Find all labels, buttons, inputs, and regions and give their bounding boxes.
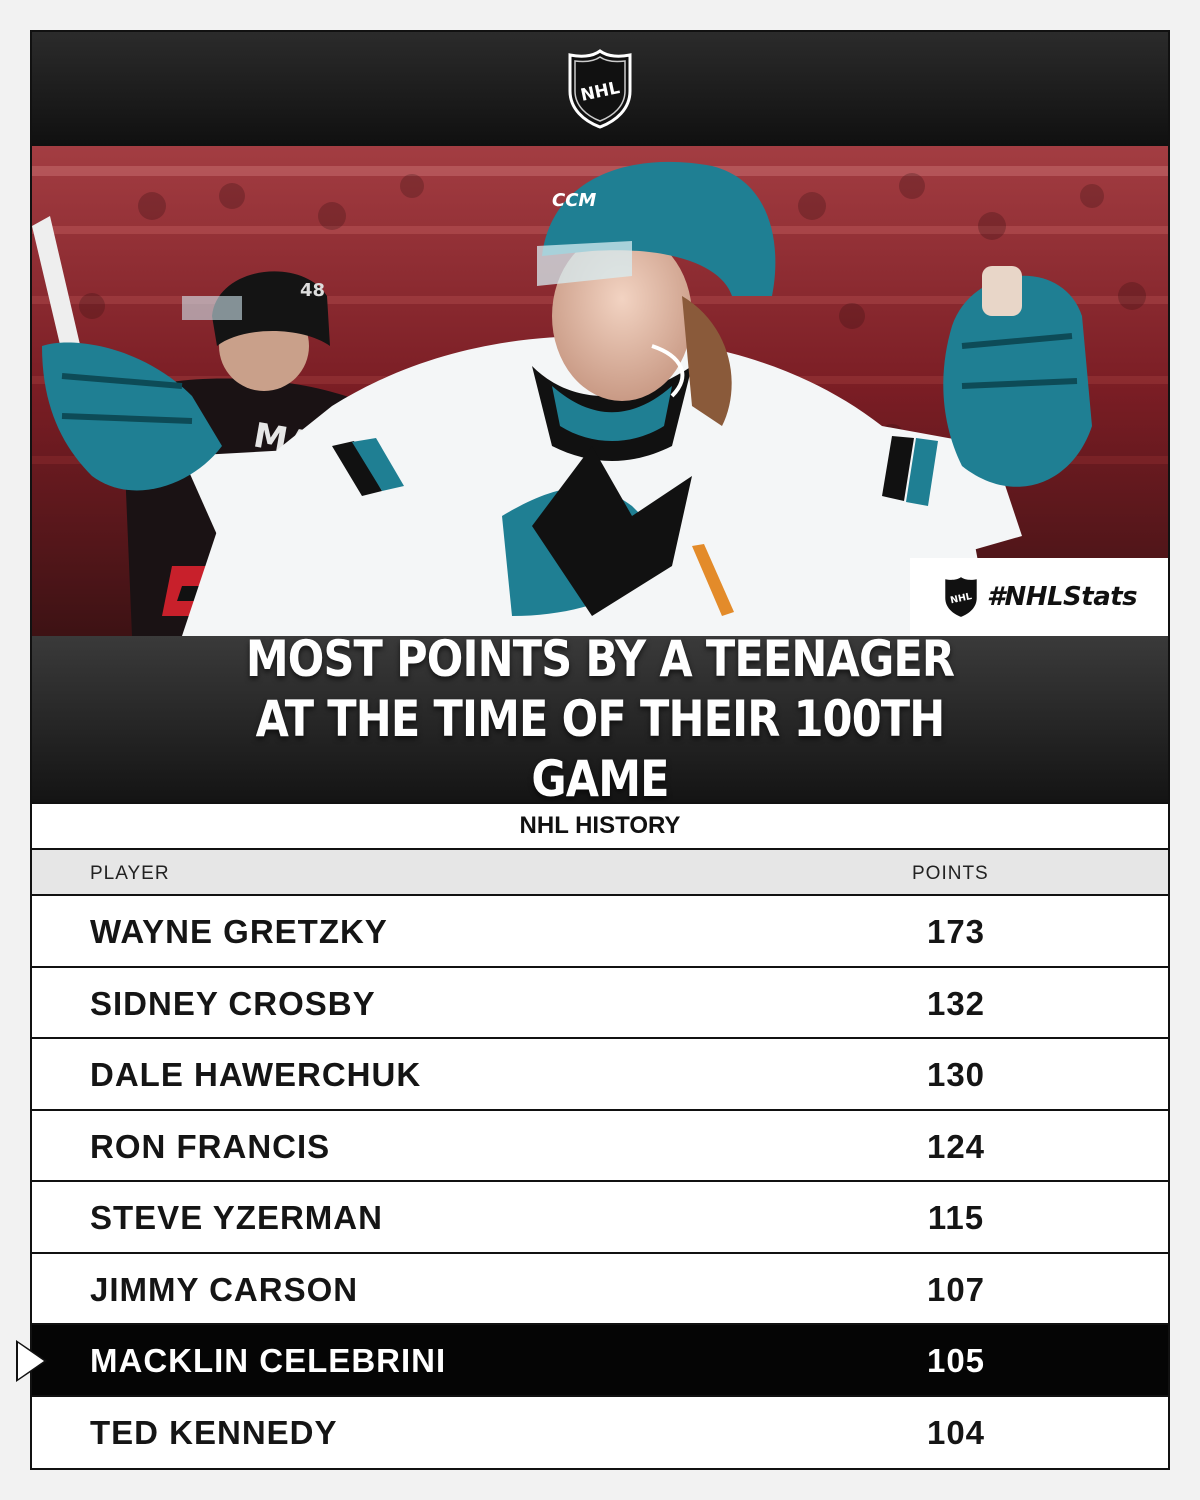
table-row: TED KENNEDY 104	[32, 1396, 1168, 1468]
player-name: TED KENNEDY	[90, 1413, 338, 1451]
player-name: MACKLIN CELEBRINI	[90, 1342, 447, 1379]
player-name: RON FRANCIS	[90, 1127, 331, 1165]
player-points: 130	[926, 1056, 986, 1093]
stats-card: NHL	[30, 30, 1170, 1470]
column-header-player: PLAYER	[90, 863, 170, 884]
highlight-arrow-icon	[18, 1343, 44, 1379]
player-name: DALE HAWERCHUK	[90, 1056, 422, 1093]
nhl-shield-small-icon: NHL	[945, 577, 977, 617]
right-glove-icon	[943, 266, 1092, 487]
player-name: SIDNEY CROSBY	[90, 984, 376, 1022]
table-row: WAYNE GRETZKY 173	[32, 896, 1168, 968]
player-points: 107	[926, 1270, 986, 1308]
helmet-number: 48	[300, 280, 325, 301]
player-points: 132	[926, 984, 986, 1022]
player-points: 173	[926, 913, 986, 950]
player-photo: MARTINOOK 48	[32, 146, 1168, 636]
helmet-brand: CCM	[552, 190, 596, 211]
table-row: JIMMY CARSON 107	[32, 1253, 1168, 1325]
standings-table: WAYNE GRETZKY 173 SIDNEY CROSBY 132 DALE…	[32, 896, 1168, 1468]
player-points: 115	[927, 1199, 985, 1236]
table-row: DALE HAWERCHUK 130	[32, 1039, 1168, 1111]
table-row: RON FRANCIS 124	[32, 1110, 1168, 1182]
hashtag-text: #NHLStats	[986, 582, 1138, 612]
section-subheader: NHL HISTORY	[32, 802, 1168, 850]
player-points: 105	[926, 1342, 986, 1379]
column-header-points: POINTS	[912, 863, 989, 884]
table-row-highlighted: MACKLIN CELEBRINI 105	[32, 1325, 1168, 1397]
player-points: 124	[926, 1127, 986, 1165]
player-name: STEVE YZERMAN	[90, 1199, 383, 1236]
player-name: WAYNE GRETZKY	[90, 913, 388, 950]
subheader-label: NHL HISTORY	[519, 812, 681, 839]
table-row: SIDNEY CROSBY 132	[32, 967, 1168, 1039]
player-name: JIMMY CARSON	[90, 1270, 359, 1308]
page-title: MOST POINTS BY A TEENAGER AT THE TIME OF…	[245, 630, 955, 808]
svg-text:NHL: NHL	[949, 591, 973, 606]
left-glove-icon	[42, 342, 222, 491]
player-points: 104	[926, 1413, 986, 1451]
table-header: PLAYER POINTS	[32, 850, 1168, 896]
logo-bar: NHL	[32, 32, 1168, 146]
nhl-shield-logo: NHL	[568, 49, 632, 129]
title-band: MOST POINTS BY A TEENAGER AT THE TIME OF…	[32, 630, 1168, 808]
nhl-stats-badge: NHL #NHLStats	[910, 558, 1168, 636]
table-row: STEVE YZERMAN 115	[32, 1182, 1168, 1254]
